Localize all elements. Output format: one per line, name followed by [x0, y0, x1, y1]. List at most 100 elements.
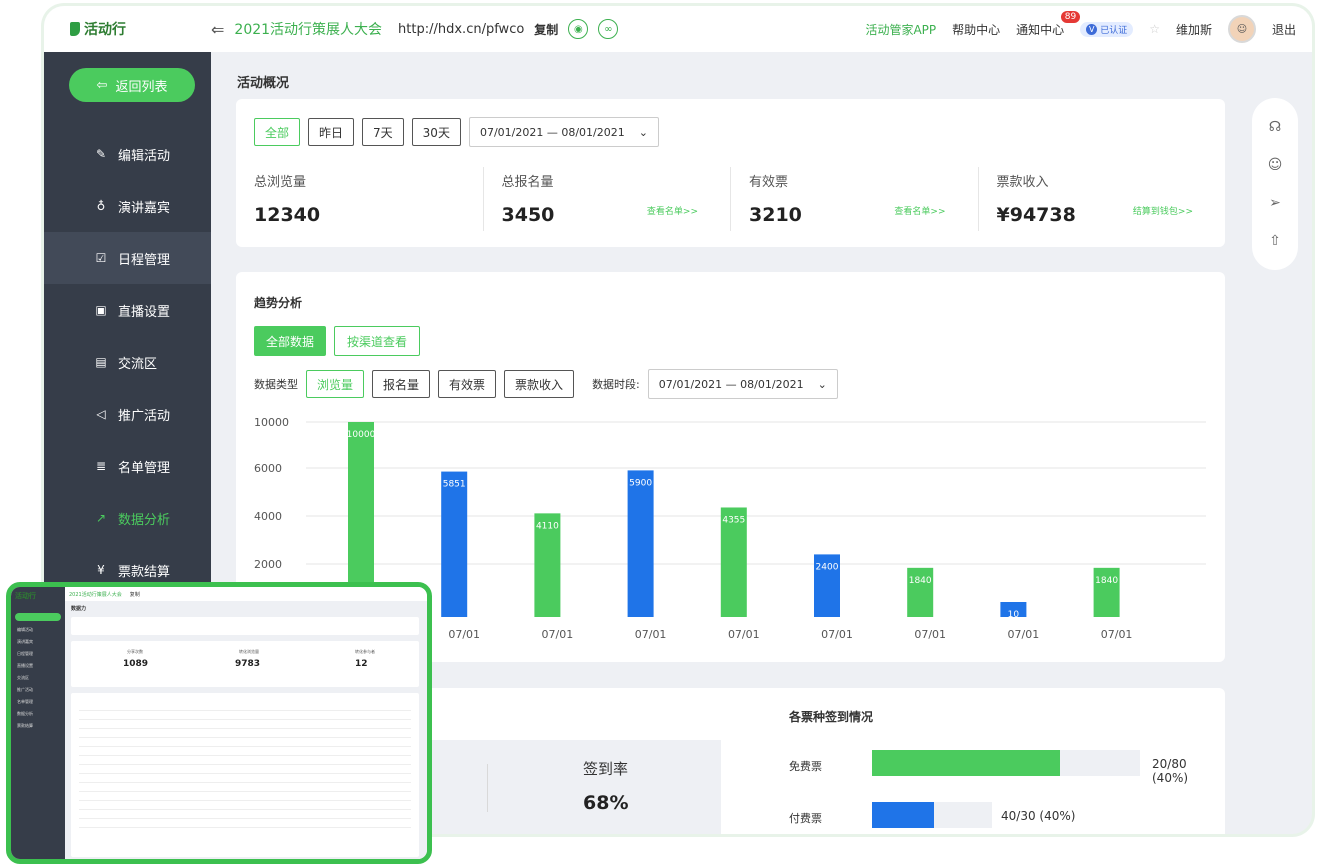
- back-to-list-button[interactable]: ⇦ 返回列表: [69, 68, 195, 102]
- verified-label: 已认证: [1100, 25, 1128, 36]
- smile-icon[interactable]: ☺: [1267, 157, 1283, 173]
- view-list-link[interactable]: 查看名单>>: [894, 207, 946, 217]
- sidebar-item-label: 推广活动: [118, 408, 171, 424]
- headset-icon[interactable]: ☊: [1268, 119, 1282, 135]
- trend-bar-chart: 10000 6000 4000 2000 10000 07/01 5851 07/01 4110…: [254, 416, 1206, 641]
- chart-bar[interactable]: [814, 554, 840, 617]
- ticket-value-free: 20/80 (40%): [1152, 757, 1189, 785]
- type-tickets-button[interactable]: 有效票: [438, 370, 497, 398]
- sidebar-item-label: 直播设置: [118, 304, 171, 320]
- tab-all-data[interactable]: 全部数据: [254, 326, 327, 356]
- trend-icon: ↗: [95, 511, 107, 525]
- chart-bar[interactable]: [1000, 602, 1027, 617]
- brand-logo[interactable]: 活动行: [44, 19, 211, 39]
- copy-button[interactable]: 复制: [534, 22, 559, 37]
- period-date-picker[interactable]: 07/01/2021 — 08/01/2021 ⌄: [647, 369, 838, 399]
- thumb-table-row: [79, 721, 411, 729]
- filter-7days-button[interactable]: 7天: [362, 118, 404, 146]
- x-tick-label: 07/01: [542, 628, 574, 641]
- filter-all-button[interactable]: 全部: [254, 118, 301, 146]
- date-range-value: 07/01/2021 — 08/01/2021: [479, 125, 625, 139]
- thumb-sidebar-item: 编辑活动: [17, 627, 33, 632]
- stat-signups: 总报名量 3450 查看名单>>: [482, 167, 731, 231]
- bar-value-label: 10000: [347, 430, 376, 440]
- chart-bar[interactable]: [907, 567, 934, 617]
- sidebar-item-settlement[interactable]: ¥ 票款结算: [44, 544, 211, 596]
- view-list-link[interactable]: 查看名单>>: [646, 207, 698, 217]
- sidebar-item-schedule[interactable]: ☑ 日程管理: [44, 232, 211, 284]
- date-range-picker[interactable]: 07/01/2021 — 08/01/2021 ⌄: [468, 117, 659, 147]
- stat-label: 有效票: [749, 175, 789, 190]
- tab-by-channel[interactable]: 按渠道查看: [334, 326, 421, 356]
- filter-yesterday-button[interactable]: 昨日: [308, 118, 355, 146]
- period-label: 数据时段:: [592, 378, 640, 391]
- chart-bar[interactable]: [1093, 567, 1120, 617]
- sidebar-item-label: 日程管理: [118, 252, 171, 268]
- sidebar-item-speakers[interactable]: ♁ 演讲嘉宾: [44, 180, 211, 232]
- thumb-sidebar-item: 票款结算: [17, 723, 33, 728]
- sidebar-item-promote[interactable]: ◁ 推广活动: [44, 388, 211, 440]
- app-link[interactable]: 活动管家APP: [865, 22, 937, 37]
- verified-icon: V: [1086, 23, 1098, 35]
- yuan-icon: ¥: [97, 563, 105, 577]
- thumb-brand: 活动行: [15, 592, 36, 600]
- sidebar-item-edit[interactable]: ✎ 编辑活动: [44, 128, 211, 180]
- sidebar-item-list[interactable]: ≣ 名单管理: [44, 440, 211, 492]
- thumb-table-row: [79, 793, 411, 801]
- stat-value: ¥94738: [996, 204, 1076, 226]
- logout-link[interactable]: 退出: [1271, 22, 1296, 37]
- x-tick-label: 07/01: [821, 628, 853, 641]
- help-link[interactable]: 帮助中心: [952, 22, 1001, 37]
- chart-bar[interactable]: [534, 513, 561, 617]
- settle-wallet-link[interactable]: 结算到钱包>>: [1132, 207, 1193, 217]
- username[interactable]: 维加斯: [1175, 22, 1212, 37]
- microphone-icon: ♁: [96, 199, 106, 213]
- type-views-button[interactable]: 浏览量: [306, 370, 365, 398]
- avatar[interactable]: ☺: [1227, 15, 1256, 43]
- wechat-icon[interactable]: ◉: [568, 19, 589, 39]
- thumb-sidebar: 活动行 编辑活动 演讲嘉宾 日程管理 直播设置 交流区 推广活动 名单管理 数据分析 票款结算: [11, 587, 65, 859]
- thumb-table-row: [79, 748, 411, 756]
- filter-30days-button[interactable]: 30天: [411, 118, 461, 146]
- thumb-back-button: [15, 613, 61, 621]
- pencil-icon: ✎: [95, 147, 107, 161]
- chart-bar[interactable]: [720, 507, 747, 617]
- brand-name: 活动行: [84, 22, 126, 38]
- sidebar-item-chat[interactable]: ▤ 交流区: [44, 336, 211, 388]
- sidebar-item-live[interactable]: ▣ 直播设置: [44, 284, 211, 336]
- ticket-bar-free: [872, 750, 1060, 776]
- ticket-bar-paid: [872, 802, 935, 828]
- tv-icon: ▣: [95, 303, 107, 317]
- stat-label: 票款收入: [996, 175, 1049, 190]
- checkin-rate-value: 68%: [583, 792, 629, 814]
- x-tick-label: 07/01: [1008, 628, 1040, 641]
- y-tick-label: 10000: [254, 416, 289, 429]
- thumb-title: 数据力: [71, 606, 87, 612]
- send-icon[interactable]: ➢: [1269, 195, 1281, 211]
- type-signups-button[interactable]: 报名量: [372, 370, 431, 398]
- y-tick-label: 6000: [254, 462, 282, 475]
- preview-thumbnail: 活动行 编辑活动 演讲嘉宾 日程管理 直播设置 交流区 推广活动 名单管理 数据分析 票款结算 …: [6, 582, 432, 864]
- chart-bar[interactable]: [627, 470, 654, 617]
- stat-tickets: 有效票 3210 查看名单>>: [730, 167, 978, 231]
- y-tick-label: 2000: [254, 558, 282, 571]
- sidebar-item-label: 票款结算: [118, 564, 171, 580]
- type-revenue-button[interactable]: 票款收入: [504, 370, 575, 398]
- collapse-icon[interactable]: ⇐: [211, 19, 225, 39]
- x-tick-label: 07/01: [448, 628, 480, 641]
- bar-value-label: 2400: [816, 562, 839, 572]
- sidebar-item-label: 数据分析: [118, 512, 171, 528]
- sidebar-item-analytics[interactable]: ↗ 数据分析: [44, 492, 211, 544]
- notice-link[interactable]: 通知中心 89: [1016, 10, 1081, 38]
- chart-bar[interactable]: [441, 471, 468, 617]
- stat-value: 12340: [254, 204, 321, 226]
- thumb-stat-label: 分享次数: [127, 649, 143, 654]
- back-to-top-icon[interactable]: ⇧: [1269, 233, 1281, 249]
- stats-row: 总浏览量 12340 总报名量 3450 查看名单>> 有效票 3210 查看名单>> 票…: [236, 167, 1225, 231]
- event-name: 2021活动行策展人大会: [234, 22, 383, 38]
- thumb-stat-value: 9783: [235, 659, 261, 669]
- thumb-sidebar-item: 直播设置: [17, 663, 33, 668]
- top-nav: 活动管家APP 帮助中心 通知中心 89 V 已认证 ☆ 维加斯 ☺ 退出: [865, 10, 1312, 43]
- thumb-sidebar-item: 演讲嘉宾: [17, 639, 33, 644]
- link-icon[interactable]: ∞: [598, 19, 619, 39]
